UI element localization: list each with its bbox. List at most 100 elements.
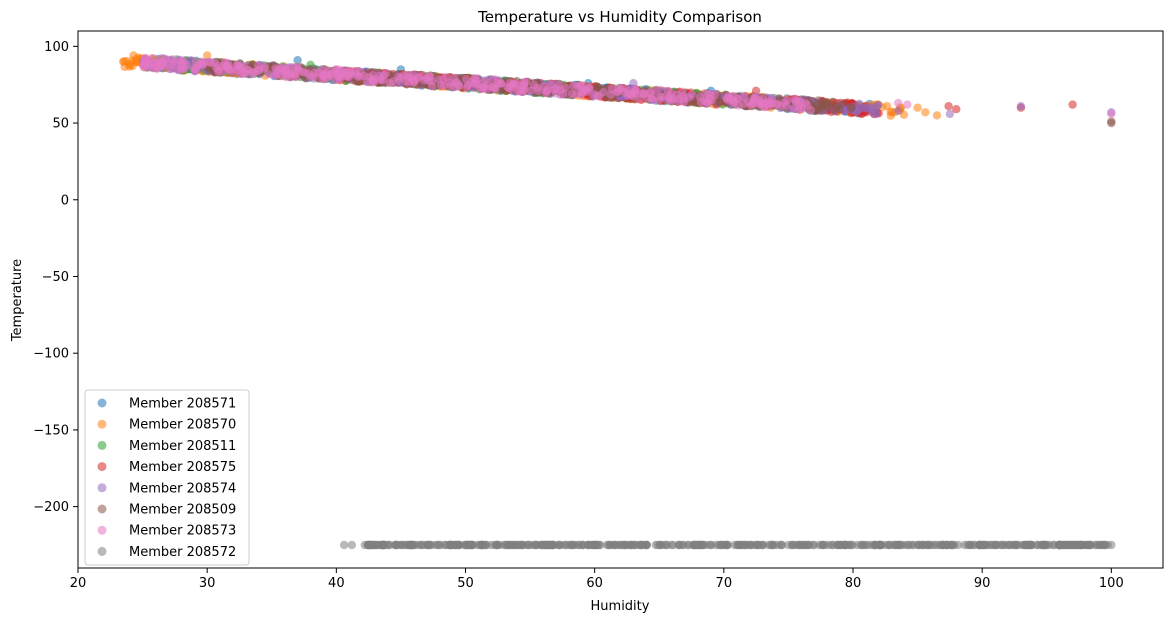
data-point <box>839 99 849 108</box>
data-point <box>500 540 509 550</box>
data-point <box>660 540 669 550</box>
legend-box <box>84 389 250 566</box>
data-point <box>1083 540 1093 550</box>
data-point <box>945 109 955 119</box>
data-point <box>988 540 997 550</box>
points-layer <box>119 51 1116 550</box>
legend-marker <box>97 398 107 408</box>
data-point <box>347 540 356 550</box>
data-point <box>592 540 601 550</box>
data-point <box>978 540 987 550</box>
data-point <box>402 540 411 550</box>
data-point <box>768 540 777 550</box>
data-point <box>963 540 972 550</box>
data-point <box>905 540 914 550</box>
plot-frame <box>77 30 1164 569</box>
data-point <box>634 540 644 550</box>
data-point <box>360 540 369 550</box>
data-point <box>203 51 212 60</box>
x-tick-label: 30 <box>199 576 216 591</box>
data-point <box>489 83 498 92</box>
data-point <box>944 102 953 111</box>
data-point <box>556 86 565 95</box>
data-point <box>448 540 457 550</box>
x-tick-label: 50 <box>457 576 474 591</box>
data-point <box>689 540 698 550</box>
data-point <box>795 540 804 550</box>
data-point <box>583 540 592 550</box>
data-point <box>379 71 389 80</box>
data-point <box>860 540 869 550</box>
data-point <box>549 85 559 95</box>
data-point <box>783 96 792 105</box>
data-point <box>754 540 763 550</box>
legend: Member 208571 Member 208570 Member 208511 M… <box>84 389 250 566</box>
data-point <box>767 94 776 104</box>
axes-layer: 20 30 40 50 60 70 80 90 100 −200 −150 −100 −50 0 50 100 <box>33 30 1164 591</box>
data-point <box>835 540 845 550</box>
data-point <box>1107 117 1116 126</box>
data-point <box>855 99 864 108</box>
legend-label: Member 208574 <box>129 481 236 496</box>
y-tick-label: −150 <box>33 423 69 438</box>
data-point <box>368 76 378 85</box>
legend-marker <box>97 483 107 493</box>
x-tick-label: 20 <box>70 576 87 591</box>
data-point <box>627 90 637 99</box>
x-tick-label: 70 <box>716 576 733 591</box>
data-point <box>287 69 296 79</box>
data-point <box>647 94 657 103</box>
data-point <box>932 111 942 120</box>
data-point <box>517 540 526 550</box>
y-axis-title: Temperature <box>10 259 25 342</box>
data-point <box>699 540 708 550</box>
data-point <box>679 92 688 101</box>
data-point <box>221 63 231 72</box>
data-point <box>292 63 302 72</box>
series-member-208572 <box>339 540 1116 550</box>
data-point <box>1004 540 1013 550</box>
data-point <box>434 75 443 84</box>
data-point <box>169 57 179 67</box>
data-point <box>668 94 678 104</box>
data-point <box>179 63 189 73</box>
data-point <box>695 92 705 101</box>
data-point <box>611 540 620 550</box>
data-point <box>248 69 258 79</box>
data-point <box>874 540 883 550</box>
data-point <box>544 540 554 550</box>
data-point <box>653 540 662 550</box>
legend-marker <box>97 504 107 514</box>
data-point <box>659 92 668 102</box>
data-point <box>687 90 696 99</box>
data-point <box>619 87 629 97</box>
data-point <box>1091 540 1101 550</box>
data-point <box>1026 540 1035 550</box>
data-point <box>734 94 743 104</box>
data-point <box>952 105 961 114</box>
data-point <box>338 66 347 75</box>
data-point <box>1068 100 1077 109</box>
data-point <box>1100 540 1110 550</box>
data-point <box>742 540 752 550</box>
legend-label: Member 208511 <box>129 439 236 454</box>
data-point <box>894 106 903 116</box>
data-point <box>275 64 284 74</box>
data-point <box>206 58 216 68</box>
data-point <box>264 69 273 79</box>
data-point <box>439 81 449 90</box>
data-point <box>463 80 473 90</box>
data-point <box>431 540 440 550</box>
data-point <box>529 80 539 90</box>
data-point <box>886 111 895 120</box>
data-point <box>360 71 369 81</box>
data-point <box>817 540 826 550</box>
data-point <box>918 540 927 550</box>
data-point <box>339 540 349 550</box>
data-point <box>1049 540 1058 550</box>
data-point <box>894 98 903 108</box>
chart-title: Temperature vs Humidity Comparison <box>477 8 762 26</box>
data-point <box>707 540 716 550</box>
data-point <box>377 540 386 550</box>
